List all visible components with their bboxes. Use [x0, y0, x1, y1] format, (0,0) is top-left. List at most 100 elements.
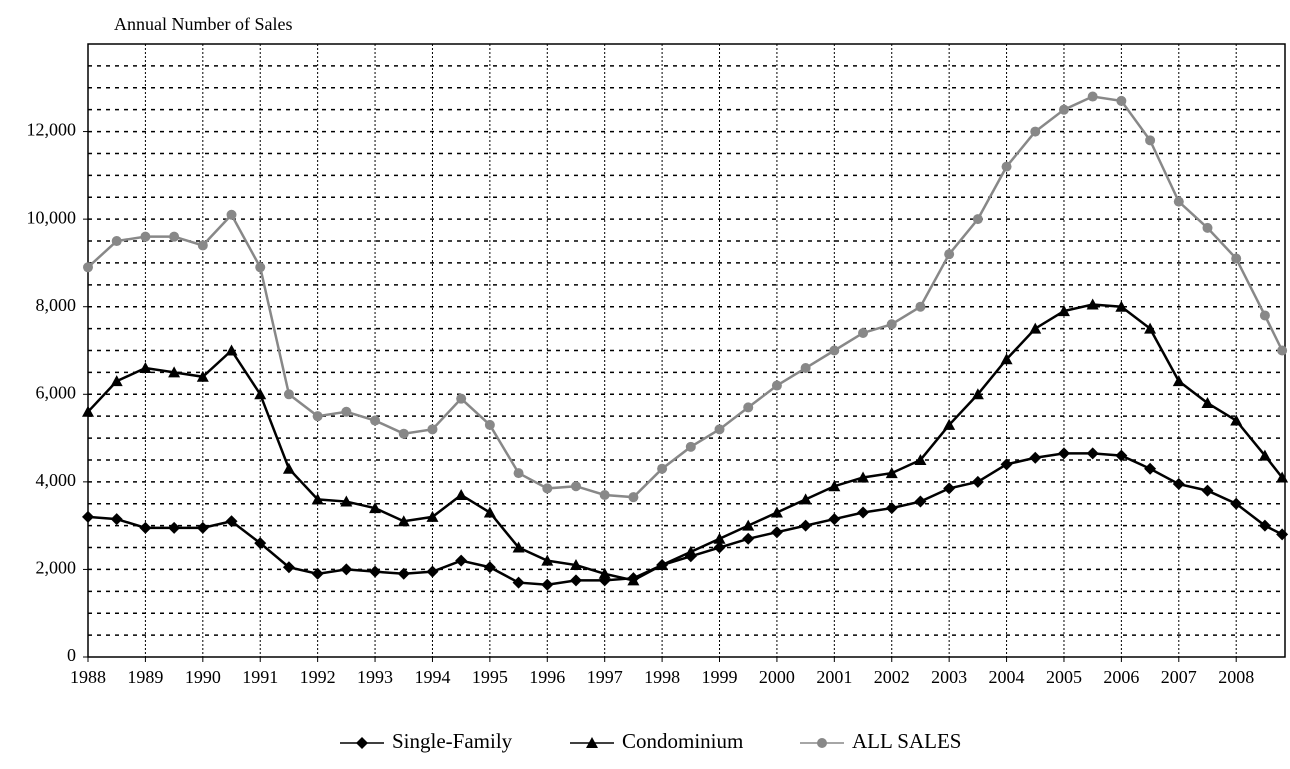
marker [829, 345, 840, 356]
marker [484, 419, 495, 430]
marker [1172, 478, 1185, 491]
marker [512, 541, 525, 553]
marker [483, 506, 496, 518]
marker [369, 502, 382, 514]
marker [1231, 253, 1242, 264]
marker [1144, 462, 1157, 475]
marker [110, 513, 123, 526]
marker [1086, 447, 1099, 460]
marker [858, 327, 869, 338]
marker [140, 231, 151, 242]
legend-label: ALL SALES [852, 729, 961, 753]
series [83, 91, 1288, 503]
marker [972, 214, 983, 225]
series-line [87, 95, 1284, 499]
marker [282, 462, 295, 474]
marker [340, 495, 353, 507]
marker [627, 574, 640, 586]
marker [225, 344, 238, 356]
marker [456, 393, 467, 404]
x-tick-label: 1997 [587, 667, 623, 687]
marker [885, 502, 898, 515]
marker [282, 561, 295, 574]
series-line [87, 452, 1283, 587]
marker [197, 240, 208, 251]
marker [139, 521, 152, 534]
marker [1277, 345, 1288, 356]
marker [684, 545, 697, 557]
marker [311, 493, 324, 505]
marker [799, 519, 812, 532]
legend: Single-Family Condominium ALL SALES [340, 729, 961, 753]
legend-label: Single-Family [392, 729, 513, 753]
x-tick-label: 1993 [357, 667, 393, 687]
x-tick-label: 1992 [300, 667, 336, 687]
y-axis-label: Annual Number of Sales [114, 14, 292, 34]
marker [255, 262, 266, 273]
marker [542, 483, 553, 494]
x-tick-label: 1989 [127, 667, 163, 687]
marker [944, 249, 955, 260]
marker [1030, 126, 1041, 137]
marker [397, 515, 410, 527]
marker [341, 406, 352, 417]
marker [226, 209, 237, 220]
marker [1000, 353, 1013, 365]
marker [426, 510, 439, 522]
marker [312, 411, 323, 422]
marker [943, 482, 956, 495]
marker [82, 510, 94, 523]
marker [1201, 484, 1214, 497]
marker [713, 541, 726, 554]
marker [886, 319, 897, 330]
marker [1173, 196, 1184, 207]
y-tick-label: 0 [67, 645, 76, 665]
marker [541, 554, 554, 566]
legend-marker [586, 737, 598, 748]
marker [828, 480, 841, 492]
marker [196, 370, 209, 382]
x-tick-label: 2006 [1103, 667, 1139, 687]
marker [685, 441, 696, 452]
marker [742, 519, 755, 531]
marker [1087, 91, 1098, 102]
marker [513, 468, 524, 479]
legend-label: Condominium [622, 729, 743, 753]
x-tick-label: 1990 [185, 667, 221, 687]
series [82, 298, 1289, 586]
x-tick-label: 2000 [759, 667, 795, 687]
marker [743, 402, 754, 413]
x-tick-label: 1999 [702, 667, 738, 687]
marker [340, 563, 353, 576]
marker [111, 236, 122, 247]
x-tick-label: 1991 [242, 667, 278, 687]
series-line [87, 303, 1284, 582]
x-tick-label: 2001 [816, 667, 852, 687]
marker [657, 463, 668, 474]
marker [83, 262, 93, 273]
marker [455, 488, 468, 500]
x-tick-label: 2007 [1161, 667, 1197, 687]
marker [799, 493, 812, 505]
marker [110, 375, 123, 387]
y-tick-label: 2,000 [36, 558, 77, 578]
marker [569, 559, 582, 571]
marker [254, 388, 267, 400]
y-tick-label: 4,000 [36, 470, 77, 490]
marker [1276, 528, 1289, 541]
marker [1201, 397, 1214, 409]
marker [828, 513, 841, 526]
marker [1057, 305, 1070, 317]
marker [770, 506, 783, 518]
marker [1116, 95, 1127, 106]
marker [598, 567, 611, 579]
x-tick-label: 1996 [529, 667, 565, 687]
marker [168, 366, 181, 378]
marker [742, 532, 755, 545]
x-tick-label: 2003 [931, 667, 967, 687]
marker [857, 506, 870, 519]
marker [599, 489, 610, 500]
y-tick-label: 10,000 [27, 207, 77, 227]
marker [1115, 449, 1128, 462]
marker [311, 567, 324, 580]
